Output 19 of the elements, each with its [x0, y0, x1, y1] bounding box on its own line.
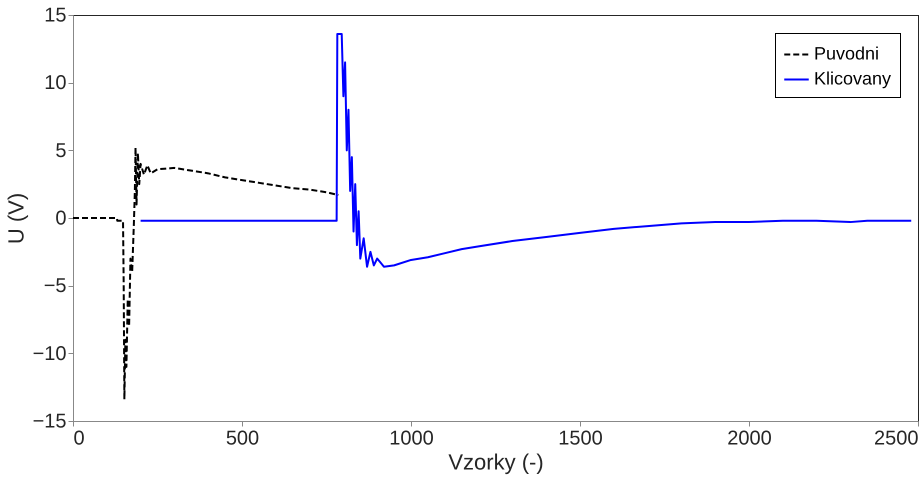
y-axis-title: U (V)	[4, 192, 29, 244]
x-tick-label: 1500	[558, 428, 603, 450]
y-tick-label: 0	[55, 208, 66, 230]
legend-label: Puvodni	[814, 44, 880, 64]
y-tick-label: 5	[55, 140, 66, 162]
x-axis-title: Vzorky (-)	[448, 450, 544, 474]
line-series	[140, 32, 912, 268]
y-tick-label: −15	[32, 410, 66, 432]
y-tick-label: −5	[44, 275, 66, 298]
x-tick-label: 0	[74, 428, 85, 450]
x-tick-label: 500	[226, 428, 260, 450]
line-series	[72, 146, 340, 400]
x-tick-label: 2000	[727, 428, 772, 450]
x-tick-label: 2500	[874, 428, 918, 450]
y-tick-label: −10	[32, 342, 66, 365]
y-tick-label: 10	[44, 72, 66, 94]
x-tick-label: 1000	[389, 428, 434, 450]
y-tick-label: 15	[44, 4, 66, 26]
legend-label: Klicovany	[814, 68, 892, 88]
